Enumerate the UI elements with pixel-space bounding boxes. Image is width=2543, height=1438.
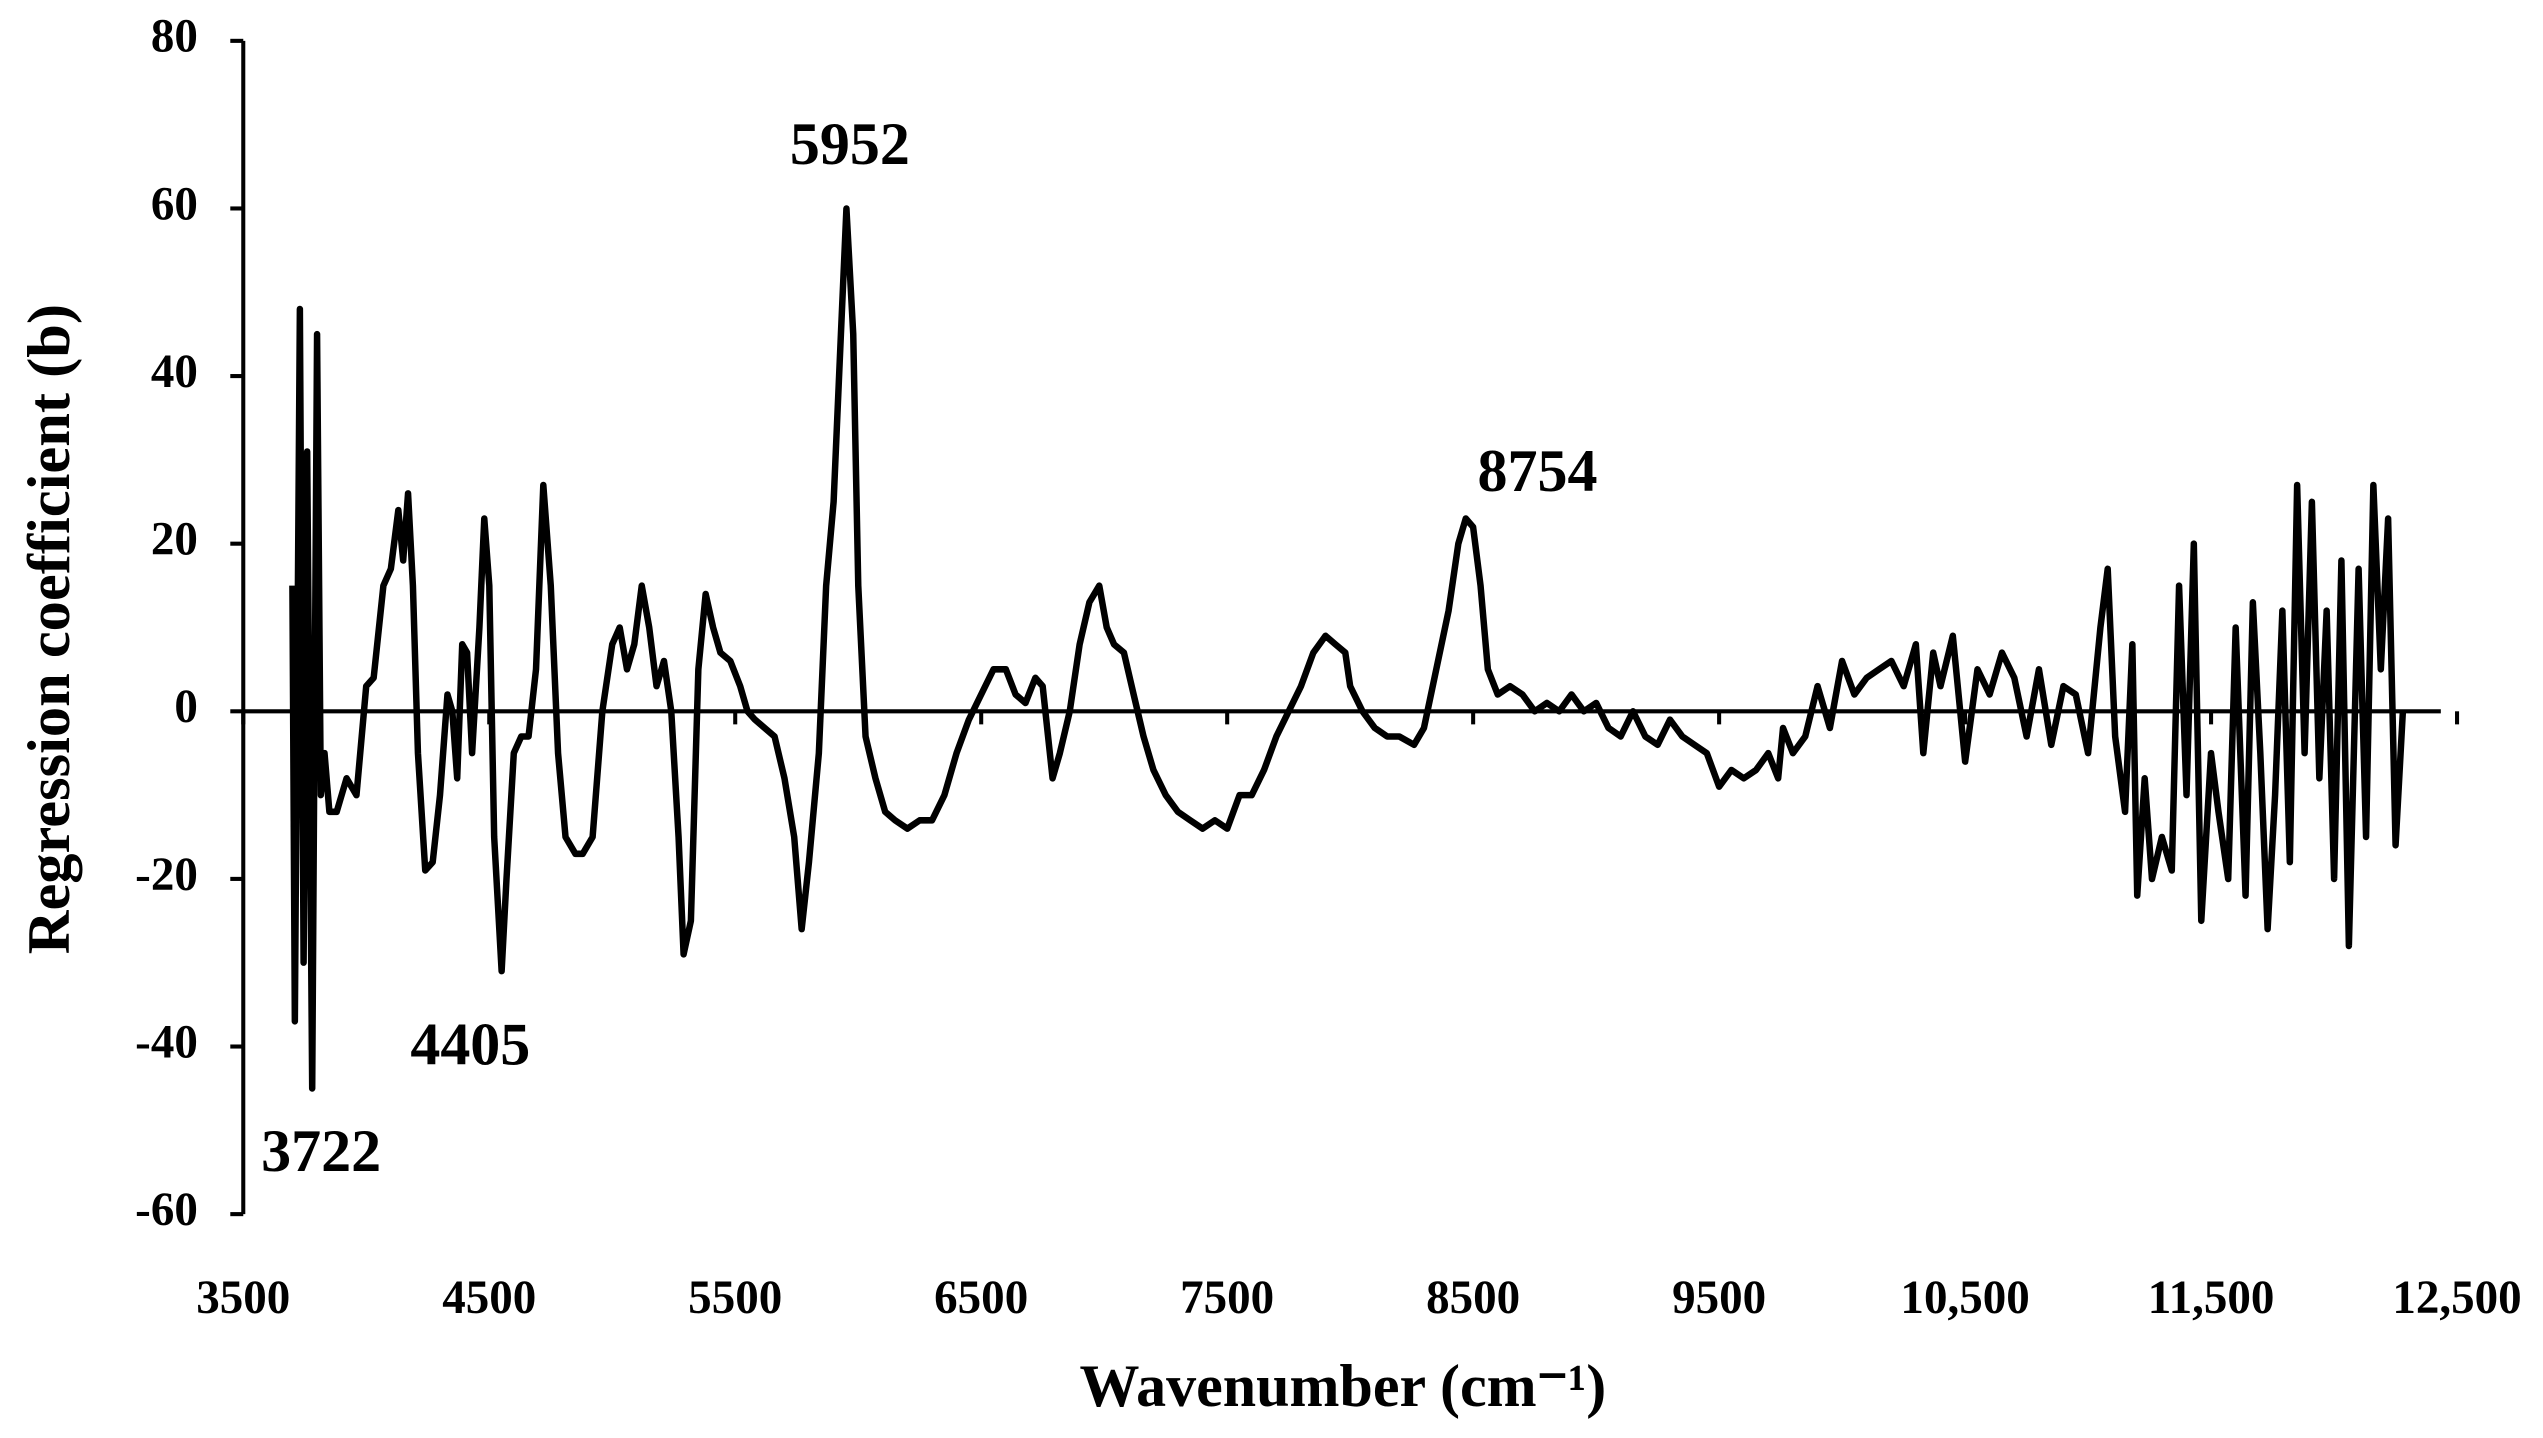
x-tick-label: 9500 — [1672, 1272, 1766, 1324]
y-tick-label: -60 — [135, 1184, 198, 1236]
annotation: 8754 — [1477, 438, 1597, 505]
x-tick-label: 5500 — [688, 1272, 782, 1324]
data-line — [289, 205, 2407, 1092]
annotation: 5952 — [790, 111, 910, 178]
x-tick-label: 7500 — [1180, 1272, 1274, 1324]
annotation: 3722 — [261, 1118, 381, 1185]
x-tick-label: 4500 — [442, 1272, 536, 1324]
x-tick-label: 10,500 — [1900, 1272, 2029, 1324]
x-tick-label: 12,500 — [2392, 1272, 2521, 1324]
y-tick-label: 0 — [174, 681, 198, 733]
y-tick-label: -20 — [135, 849, 198, 901]
y-tick-label: 80 — [151, 11, 198, 63]
annotation: 4405 — [410, 1011, 530, 1078]
y-tick-label: 40 — [151, 346, 198, 398]
x-tick-label: 3500 — [196, 1272, 290, 1324]
x-tick-label: 6500 — [934, 1272, 1028, 1324]
x-tick-label: 11,500 — [2148, 1272, 2275, 1324]
y-axis-title: Regression coefficient (b) — [16, 304, 83, 954]
x-tick-label: 8500 — [1426, 1272, 1520, 1324]
y-tick-label: 20 — [151, 513, 198, 565]
y-tick-label: -40 — [135, 1016, 198, 1068]
y-tick-label: 60 — [151, 178, 198, 230]
x-axis-title: Wavenumber (cm⁻¹) — [1079, 1353, 1606, 1420]
